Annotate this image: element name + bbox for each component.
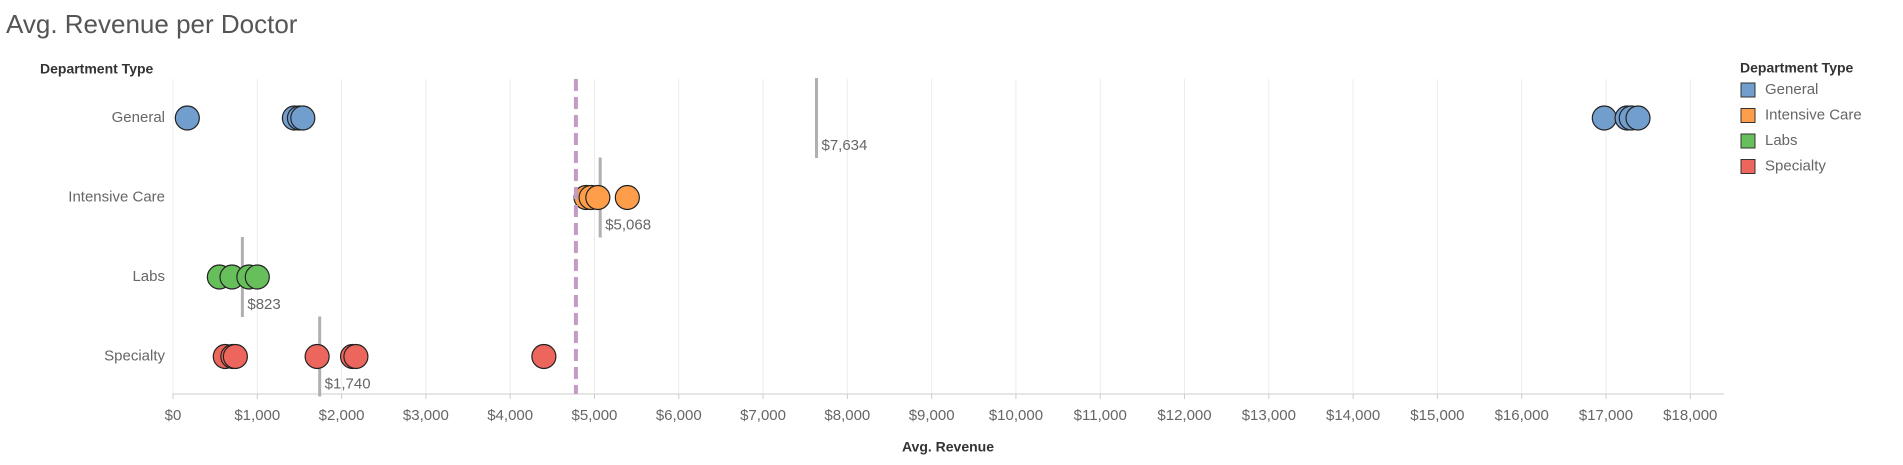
x-tick-label: $5,000 [572,407,618,424]
dot [174,105,200,131]
legend-label: General [1765,81,1818,98]
chart-title: Avg. Revenue per Doctor [6,9,298,39]
x-tick-label: $6,000 [656,407,702,424]
x-tick-label: $16,000 [1495,407,1549,424]
dot [290,105,316,131]
x-tick-label: $12,000 [1157,407,1211,424]
x-tick-label: $8,000 [824,407,870,424]
x-tick-label: $15,000 [1410,407,1464,424]
legend-label: Specialty [1765,157,1826,174]
dot [585,184,611,211]
dot [304,343,330,370]
legend-title: Department Type [1740,60,1854,76]
mean-label: $7,634 [821,137,867,154]
x-tick-label: $17,000 [1579,407,1633,424]
dot [531,343,557,370]
y-tick-label: General [112,109,165,126]
dot [1591,105,1617,131]
y-tick-label: Specialty [104,347,165,364]
x-tick-label: $0 [165,407,182,424]
dot [244,264,270,290]
x-tick-label: $18,000 [1663,407,1717,424]
x-tick-label: $2,000 [319,407,365,424]
x-axis-label: Avg. Revenue [902,439,994,455]
legend-swatch [1740,133,1756,149]
x-tick-label: $1,000 [234,407,280,424]
mean-label: $5,068 [605,216,651,233]
legend-swatch [1740,159,1756,174]
x-tick-label: $13,000 [1242,407,1296,424]
legend-swatch [1740,82,1756,98]
y-tick-label: Intensive Care [68,188,165,205]
y-tick-label: Labs [132,268,165,285]
row-header: Department Type [40,61,154,77]
legend-swatch [1740,108,1756,123]
legend-label: Intensive Care [1765,106,1862,123]
x-tick-label: $14,000 [1326,407,1380,424]
x-tick-label: $11,000 [1074,407,1127,424]
dot [222,343,248,370]
legend-label: Labs [1765,132,1798,149]
dot [614,184,640,211]
x-tick-label: $4,000 [487,407,533,424]
dot [1625,105,1651,131]
x-tick-label: $7,000 [740,407,786,424]
dot [343,343,369,370]
x-tick-label: $3,000 [403,407,449,424]
mean-label: $823 [247,296,280,313]
x-tick-label: $10,000 [989,407,1043,424]
mean-label: $1,740 [325,375,371,392]
x-tick-label: $9,000 [909,407,955,424]
